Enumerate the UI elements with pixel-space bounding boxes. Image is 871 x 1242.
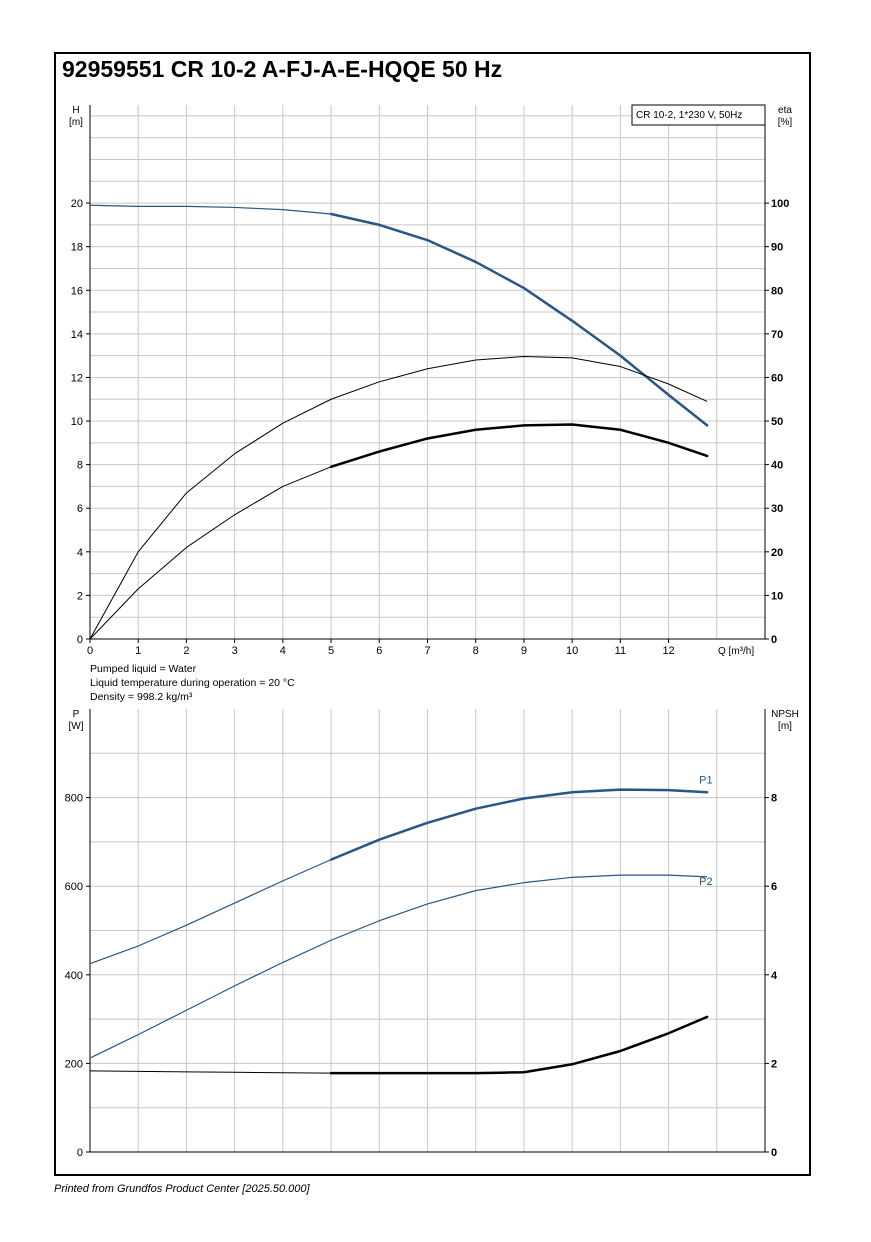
x-tick-label: 3	[232, 645, 238, 657]
y-tick-label-left: 2	[77, 590, 83, 602]
note-density: Density = 998.2 kg/m³	[90, 691, 193, 703]
x-tick-label: 12	[662, 645, 674, 657]
y-tick-label-left: 0	[77, 1147, 83, 1159]
y-tick-label-left: 18	[71, 242, 83, 254]
series-line-0-2	[89, 424, 708, 640]
y-axis-label-left-name: H	[72, 105, 79, 116]
x-tick-label: 2	[183, 645, 189, 657]
x-tick-label: 4	[280, 645, 286, 657]
series-line-1-2	[89, 1016, 708, 1074]
x-tick-label: 0	[87, 645, 93, 657]
y-axis-label-right-name: eta	[778, 105, 792, 116]
y-tick-label-right: 4	[771, 970, 778, 982]
y-tick-label-left: 800	[65, 793, 83, 805]
y-axis-label-right-unit: [%]	[778, 117, 793, 128]
series-line-bold-1-2	[329, 1015, 709, 1075]
y-tick-label-right: 8	[771, 793, 777, 805]
series-label-p2: P2	[699, 876, 712, 888]
series-line-bold-1-0	[329, 788, 709, 861]
y-tick-label-right: 6	[771, 881, 777, 893]
x-tick-label: 9	[521, 645, 527, 657]
x-tick-label: 10	[566, 645, 578, 657]
series-line-0-0	[89, 204, 708, 426]
y-tick-label-right: 2	[771, 1058, 777, 1070]
y-tick-label-left: 0	[77, 634, 83, 646]
liquid-notes: Pumped liquid = Water Liquid temperature…	[90, 662, 295, 704]
series-label-p1: P1	[699, 774, 712, 786]
y-tick-label-left: 10	[71, 416, 83, 428]
y-tick-label-left: 600	[65, 881, 83, 893]
x-tick-label: 8	[473, 645, 479, 657]
y-tick-label-left: 400	[65, 970, 83, 982]
y-tick-label-right: 60	[771, 372, 783, 384]
y-tick-label-left: 8	[77, 460, 83, 472]
y-tick-label-left: 6	[77, 503, 83, 515]
y-tick-label-left: 12	[71, 372, 83, 384]
y-tick-label-right: 100	[771, 198, 789, 210]
y-tick-label-right: 20	[771, 547, 783, 559]
legend-box	[631, 104, 766, 126]
series-line-1-1	[89, 874, 708, 1059]
series-line-0-1	[89, 356, 708, 640]
y-tick-label-left: 4	[77, 547, 83, 559]
y-tick-label-right: 80	[771, 285, 783, 297]
y-tick-label-right: 50	[771, 416, 783, 428]
x-axis-label: Q [m³/h]	[718, 646, 754, 657]
y-axis-label-right-name: NPSH	[771, 709, 799, 720]
y-tick-label-left: 16	[71, 285, 83, 297]
y-tick-label-right: 0	[771, 634, 777, 646]
y-tick-label-right: 40	[771, 460, 783, 472]
y-tick-label-right: 90	[771, 242, 783, 254]
y-axis-label-left-name: P	[73, 709, 80, 720]
note-temperature: Liquid temperature during operation = 20…	[90, 677, 295, 689]
series-line-1-0	[89, 789, 708, 965]
y-tick-label-left: 200	[65, 1058, 83, 1070]
chart-frame	[54, 52, 811, 1176]
series-line-bold-0-2	[329, 423, 709, 469]
y-tick-label-left: 20	[71, 198, 83, 210]
y-tick-label-right: 10	[771, 590, 783, 602]
y-tick-label-right: 30	[771, 503, 783, 515]
y-axis-label-right-unit: [m]	[778, 721, 792, 732]
y-tick-label-right: 0	[771, 1147, 777, 1159]
x-tick-label: 1	[135, 645, 141, 657]
legend-box-text: CR 10-2, 1*230 V, 50Hz	[636, 110, 742, 121]
y-axis-label-left-unit: [W]	[69, 721, 84, 732]
note-liquid: Pumped liquid = Water	[90, 663, 197, 675]
series-line-bold-0-0	[329, 212, 709, 427]
x-tick-label: 7	[424, 645, 430, 657]
x-tick-label: 6	[376, 645, 382, 657]
page-title: 92959551 CR 10-2 A-FJ-A-E-HQQE 50 Hz	[62, 56, 503, 82]
x-tick-label: 11	[615, 645, 626, 657]
y-tick-label-left: 14	[71, 329, 83, 341]
y-axis-label-left-unit: [m]	[69, 117, 83, 128]
x-tick-label: 5	[328, 645, 334, 657]
y-tick-label-right: 70	[771, 329, 783, 341]
footer-text: Printed from Grundfos Product Center [20…	[54, 1183, 310, 1195]
